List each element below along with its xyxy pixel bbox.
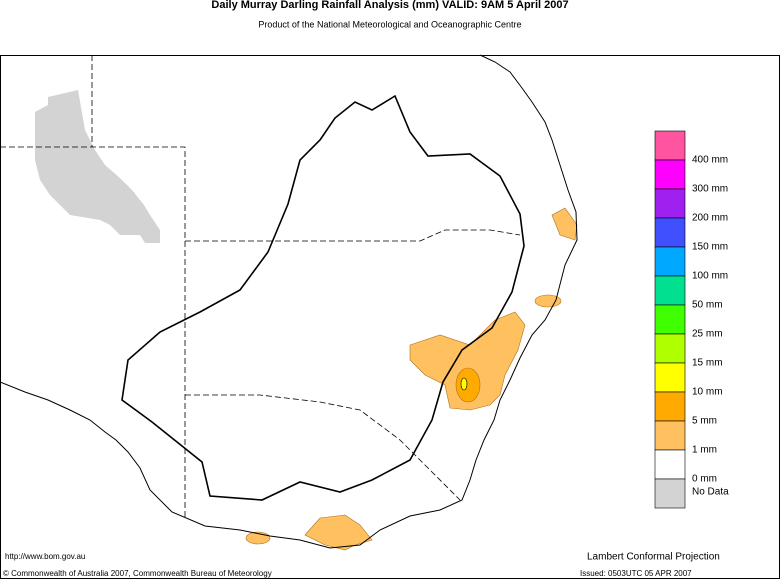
subtitle: Product of the National Meteorological a… [258,19,521,29]
issued: Issued: 0503UTC 05 APR 2007 [580,569,692,578]
rain-area [409,311,526,411]
legend-swatch [654,246,686,277]
legend-swatch [654,188,686,219]
legend-label: 5 mm [692,416,717,427]
rain-area [534,294,562,308]
legend-swatch [654,304,686,335]
legend-swatch [654,333,686,364]
rain-area [460,377,468,391]
legend-swatch [654,275,686,306]
legend-swatch [654,362,686,393]
legend-swatch [654,478,686,509]
legend-swatch [654,130,686,161]
rain-area [455,367,481,403]
coastline [0,54,578,549]
legend-label: 50 mm [692,300,723,311]
legend-label: No Data [692,487,729,498]
legend-swatch [654,217,686,248]
legend-label: 200 mm [692,213,728,224]
projection: Lambert Conformal Projection [587,552,720,563]
rain-area [551,207,578,241]
no-data-area [35,90,160,243]
state-border [0,55,521,520]
legend-label: 1 mm [692,445,717,456]
legend: 400 mm 300 mm 200 mm 150 mm 100 mm 50 mm 25 mm… [654,130,729,509]
legend-label: 400 mm [692,155,728,166]
title: Daily Murray Darling Rainfall Analysis (… [211,0,568,11]
legend-label: 25 mm [692,329,723,340]
copyright: © Commonwealth of Australia 2007, Common… [3,569,272,578]
legend-swatch [654,159,686,190]
source-url: http://www.bom.gov.au [5,552,85,561]
legend-label: 300 mm [692,184,728,195]
legend-swatch [654,391,686,422]
basin-boundary [121,94,525,501]
legend-label: 0 mm [692,474,717,485]
rain-area [304,514,373,551]
legend-swatch [654,420,686,451]
legend-label: 15 mm [692,358,723,369]
legend-label: 10 mm [692,387,723,398]
legend-label: 150 mm [692,242,728,253]
legend-swatch [654,449,686,480]
legend-label: 100 mm [692,271,728,282]
